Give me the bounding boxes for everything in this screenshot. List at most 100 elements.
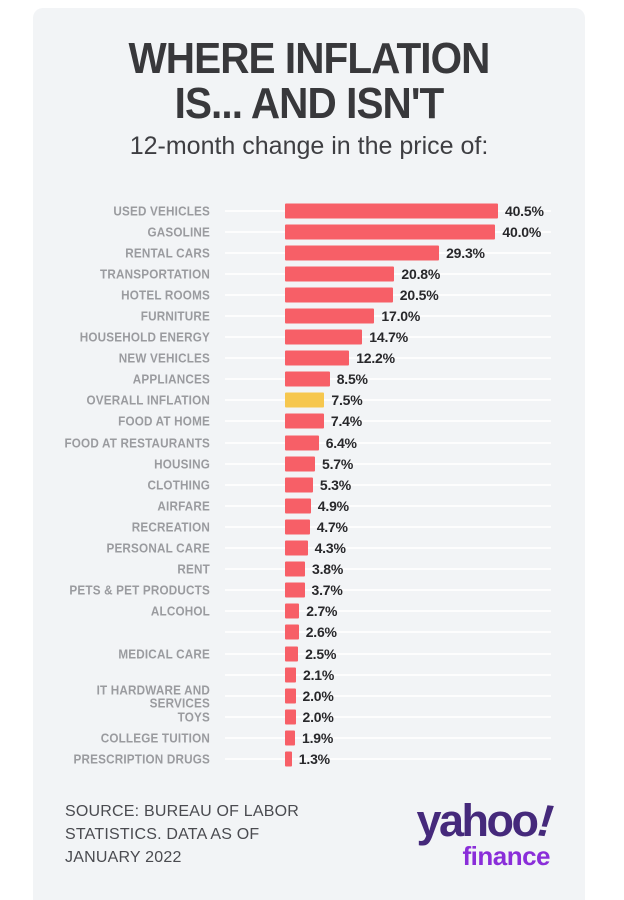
chart-row: RENTAL CARS 29.3%: [33, 242, 585, 263]
value-bar: [285, 519, 310, 535]
category-label: FURNITURE: [140, 308, 210, 324]
chart-row: PETS & PET PRODUCTS 3.7%: [33, 580, 585, 601]
row-gridline: [225, 441, 551, 444]
value-label: 40.5%: [505, 202, 544, 219]
row-gridline: [225, 715, 551, 718]
category-label: TOYS: [177, 709, 210, 725]
category-label: HOUSING: [154, 456, 210, 472]
row-gridline: [225, 610, 551, 613]
value-bar: [285, 287, 393, 303]
source-line-1: SOURCE: BUREAU OF LABOR: [65, 803, 299, 820]
value-bar: [285, 329, 363, 345]
value-bar: [285, 624, 299, 640]
category-label: IT HARDWARE AND SERVICES: [96, 682, 210, 711]
chart-row: GASOLINE 40.0%: [33, 221, 585, 242]
row-gridline: [225, 568, 551, 571]
value-label: 2.0%: [302, 708, 334, 725]
value-bar: [285, 603, 300, 619]
row-gridline: [225, 357, 551, 360]
chart-row: CLOTHING 5.3%: [33, 474, 585, 495]
chart-row: FOOD AT RESTAURANTS 6.4%: [33, 432, 585, 453]
chart-row: IT HARDWARE AND SERVICES 2.1%: [33, 664, 585, 710]
value-bar: [285, 308, 375, 324]
source-line-3: JANUARY 2022: [65, 849, 182, 866]
chart-row: APPLIANCES 8.5%: [33, 369, 585, 390]
yahoo-brand-text: yahoo: [416, 795, 539, 846]
category-label: NEW VEHICLES: [118, 350, 210, 366]
category-label: TRANSPORTATION: [100, 266, 210, 282]
row-gridline: [225, 378, 551, 381]
value-bar: [285, 456, 315, 472]
value-label: 20.5%: [399, 286, 439, 303]
value-label: 1.3%: [298, 750, 330, 767]
source-note: SOURCE: BUREAU OF LABOR STATISTICS. DATA…: [65, 800, 299, 869]
category-label: MEDICAL CARE: [118, 646, 210, 662]
category-label: PETS & PET PRODUCTS: [69, 582, 210, 598]
chart-row: ALCOHOL 2.7%: [33, 601, 585, 622]
value-bar: [285, 245, 440, 261]
row-gridline: [225, 757, 551, 760]
row-gridline: [225, 483, 551, 486]
chart-row: HOTEL ROOMS 20.5%: [33, 284, 585, 305]
value-label: 29.3%: [446, 244, 485, 261]
chart-row: RENT 3.8%: [33, 559, 585, 580]
row-gridline: [225, 336, 551, 339]
row-gridline: [225, 652, 551, 655]
row-gridline: [225, 694, 551, 697]
chart-row: FURNITURE 17.0%: [33, 305, 585, 326]
category-label: FOOD AT RESTAURANTS: [64, 435, 210, 451]
chart-row: NEW VEHICLES 12.2%: [33, 348, 585, 369]
value-bar: [285, 498, 311, 514]
chart-row: FOOD AT HOME 7.4%: [33, 411, 585, 432]
row-gridline: [225, 315, 551, 318]
value-label: 2.6%: [305, 624, 337, 641]
value-bar: [285, 350, 350, 366]
category-label: RENTAL CARS: [125, 245, 210, 261]
value-label: 14.7%: [369, 329, 408, 346]
category-label: APPLIANCES: [132, 371, 210, 387]
value-bar: [285, 371, 330, 387]
yahoo-wordmark: yahoo!: [416, 794, 553, 847]
bar-chart: USED VEHICLES 40.5% GASOLINE 40.0% RENTAL CA…: [33, 200, 585, 770]
row-gridline: [225, 547, 551, 550]
yahoo-exclamation-mark: !: [534, 794, 553, 847]
row-gridline: [225, 504, 551, 507]
source-line-2: STATISTICS. DATA AS OF: [65, 826, 260, 843]
chart-row: HOUSEHOLD ENERGY 14.7%: [33, 327, 585, 348]
chart-row: TRANSPORTATION 20.8%: [33, 263, 585, 284]
yahoo-finance-logo: yahoo! finance: [416, 794, 553, 871]
value-label: 6.4%: [325, 434, 357, 451]
finance-wordmark: finance: [462, 841, 550, 871]
value-bar: [285, 266, 395, 282]
chart-row: AIRFARE 4.9%: [33, 495, 585, 516]
value-label: 5.3%: [319, 476, 352, 493]
value-label: 3.7%: [311, 582, 343, 599]
chart-row: PRESCRIPTION DRUGS 1.3%: [33, 748, 585, 769]
chart-row: COLLEGE TUITION 1.9%: [33, 727, 585, 748]
row-gridline: [225, 673, 551, 676]
row-gridline: [225, 631, 551, 634]
value-label: 17.0%: [381, 308, 421, 325]
chart-row: 2.6%: [33, 622, 585, 643]
category-label: GASOLINE: [147, 224, 210, 240]
value-bar: [285, 224, 496, 240]
category-label: HOTEL ROOMS: [121, 287, 210, 303]
category-label: CLOTHING: [147, 477, 210, 493]
value-bar: [285, 709, 296, 725]
value-label: 7.5%: [331, 392, 363, 409]
category-label: PRESCRIPTION DRUGS: [73, 751, 211, 767]
chart-row: PERSONAL CARE 4.3%: [33, 538, 585, 559]
category-label: RENT: [177, 561, 210, 577]
chart-row: TOYS 2.0%: [33, 706, 585, 727]
title-line-1: WHERE INFLATION: [128, 34, 491, 83]
category-label: PERSONAL CARE: [106, 540, 210, 556]
row-gridline: [225, 462, 551, 465]
chart-row: RECREATION 4.7%: [33, 516, 585, 537]
value-label: 8.5%: [336, 371, 368, 388]
value-label: 12.2%: [356, 350, 395, 367]
value-label: 40.0%: [502, 223, 542, 240]
value-bar: [285, 751, 292, 767]
chart-row: USED VEHICLES 40.5%: [33, 200, 585, 221]
value-label: 4.9%: [317, 497, 349, 514]
category-label: COLLEGE TUITION: [100, 730, 210, 746]
